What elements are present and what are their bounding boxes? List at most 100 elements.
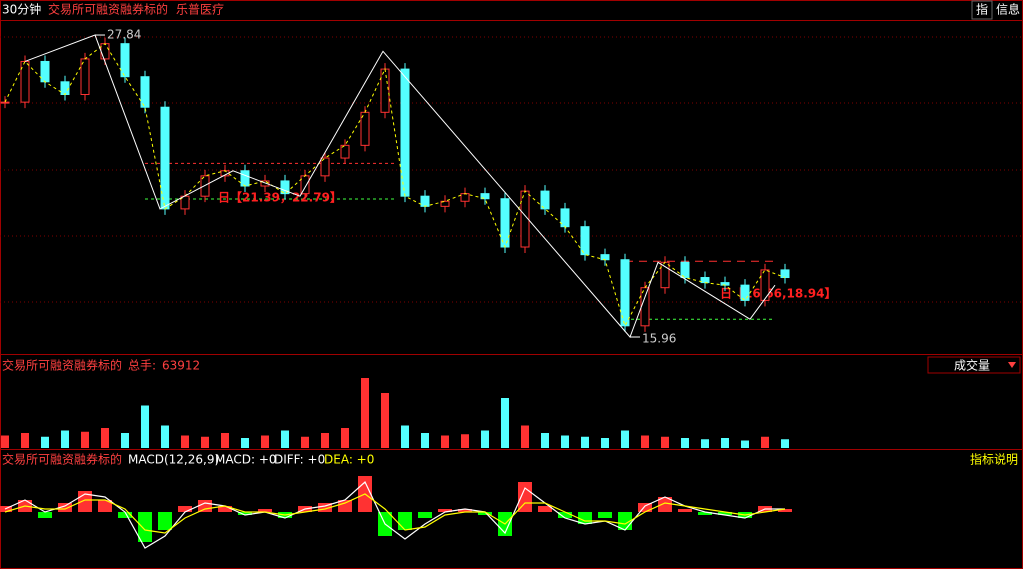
- volume-bar: [481, 430, 489, 448]
- macd-bar: [598, 512, 612, 518]
- candle: [40, 60, 50, 83]
- volume-bar: [701, 439, 709, 448]
- volume-bar: [421, 433, 429, 448]
- diff-line: [4, 481, 785, 549]
- candle: [680, 261, 690, 279]
- help[interactable]: 指标说明: [970, 452, 1018, 467]
- volume-bar: [341, 428, 349, 448]
- candle: [600, 254, 610, 261]
- candle: [740, 284, 750, 301]
- macd-bar: [58, 503, 72, 512]
- volume-bar: [241, 438, 249, 448]
- volume-bar: [161, 425, 169, 448]
- volume-bar: [561, 435, 569, 448]
- volume-bar: [601, 438, 609, 448]
- candle: [760, 269, 770, 301]
- volume-bar: [781, 439, 789, 448]
- macd-bar: [678, 509, 692, 512]
- volume-bar: [321, 433, 329, 448]
- volume-bar: [681, 438, 689, 448]
- macd-bar: [318, 503, 332, 512]
- volume-bar: [101, 428, 109, 448]
- candle: [560, 208, 570, 228]
- volume-bar: [141, 405, 149, 448]
- zigzag: [24, 34, 776, 338]
- volume-bar: [501, 398, 509, 448]
- candle: [340, 144, 350, 159]
- macd-bar: [238, 512, 252, 515]
- volume-bar: [661, 436, 669, 448]
- candle: [780, 269, 790, 279]
- dea-value: DEA: +0: [324, 453, 374, 467]
- dropdown-arrow[interactable]: [1008, 362, 1016, 368]
- tag: 交易所可融资融券标的: [48, 2, 168, 17]
- volume-bar: [461, 434, 469, 448]
- candle: [280, 180, 290, 195]
- button[interactable]: 信息: [996, 2, 1020, 17]
- candle: [240, 170, 250, 187]
- macd-value: MACD: +0: [215, 453, 277, 467]
- volume-bar: [281, 430, 289, 448]
- volume-total-label: 总手:: [128, 359, 156, 373]
- volume-bar: [541, 433, 549, 448]
- candle: [540, 190, 550, 210]
- macd-bar: [258, 509, 272, 512]
- macd-bar: [638, 503, 652, 512]
- volume-tag: 交易所可融资融券标的: [2, 358, 122, 373]
- volume-bar: [1, 435, 9, 448]
- candle: [480, 193, 490, 200]
- period: 30分钟: [2, 2, 41, 17]
- candle: [200, 175, 210, 197]
- volume-bar: [41, 436, 49, 448]
- volume-bar: [761, 436, 769, 448]
- macd-bar: [38, 512, 52, 518]
- volume-bar: [521, 425, 529, 448]
- macd-bar: [138, 512, 152, 542]
- volume-bar: [381, 393, 389, 448]
- selector-text[interactable]: 成交量: [954, 358, 990, 373]
- volume-bar: [21, 433, 29, 448]
- volume-bar: [261, 435, 269, 448]
- volume-bar: [441, 435, 449, 448]
- macd-bar: [518, 482, 532, 512]
- macd-bar: [778, 509, 792, 512]
- candle: [100, 43, 110, 60]
- volume-bar: [741, 440, 749, 448]
- candle: [620, 259, 630, 327]
- volume-bar: [621, 430, 629, 448]
- macd-bar: [338, 500, 352, 512]
- candle: [440, 200, 450, 207]
- candle: [460, 193, 470, 202]
- macd-bar: [178, 506, 192, 512]
- stock-name: 乐普医疗: [176, 3, 224, 17]
- dea-line: [4, 493, 786, 534]
- diff-value: DIFF: +0: [274, 453, 325, 467]
- volume-bar: [121, 433, 129, 448]
- volume-bar: [721, 438, 729, 448]
- candle: [120, 43, 130, 78]
- box-label: 日【21.39，22.79】: [218, 190, 342, 205]
- box-label: 日【16.66,18.94】: [720, 286, 836, 301]
- selector[interactable]: [927, 356, 1021, 374]
- candle: [580, 226, 590, 256]
- macd-tag: 交易所可融资融券标的: [2, 452, 122, 467]
- macd-bar: [478, 512, 492, 515]
- macd-bar: [538, 506, 552, 512]
- volume-bar: [401, 425, 409, 448]
- macd-bar: [658, 497, 672, 512]
- button-frame[interactable]: [971, 0, 993, 20]
- volume-bar: [301, 436, 309, 448]
- macd-bar: [458, 509, 472, 512]
- macd-bar: [558, 512, 572, 518]
- volume-bar: [221, 433, 229, 448]
- macd-bar: [398, 512, 412, 530]
- button[interactable]: 指: [976, 2, 988, 17]
- macd-name: MACD(12,26,9): [128, 453, 219, 467]
- macd-bar: [418, 512, 432, 518]
- macd-bar: [118, 512, 132, 518]
- macd-bar: [158, 512, 172, 530]
- candle: [420, 195, 430, 207]
- volume-bar: [81, 431, 89, 448]
